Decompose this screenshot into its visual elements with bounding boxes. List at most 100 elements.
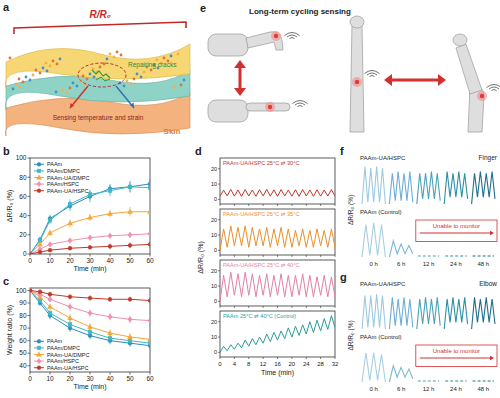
y-tick-label: 70: [19, 324, 27, 331]
x-axis-label: Time (min): [261, 369, 294, 377]
lipid-layer: [5, 44, 190, 88]
data-point: [68, 246, 72, 250]
y-tick: [218, 301, 220, 302]
y-axis-label: ΔR/R₀ (%): [347, 195, 355, 225]
legend-marker: [37, 339, 41, 343]
data-point: [68, 238, 72, 243]
series-line: [30, 184, 150, 254]
particle: [123, 85, 126, 88]
x-tick-label: 10: [46, 257, 54, 264]
particle: [126, 80, 129, 83]
series-line: [220, 189, 335, 196]
x-tick-label: 50: [126, 375, 134, 382]
panel-title: Long-term cycling sensing: [249, 7, 351, 16]
wireless-icon: [285, 33, 300, 36]
waveform: [417, 297, 440, 329]
waveform: [362, 294, 385, 329]
data-point: [128, 297, 132, 301]
wireless-icon: [298, 106, 303, 107]
x-tick-label: 20: [66, 375, 74, 382]
x-tick: [320, 306, 321, 308]
sensor: [274, 34, 278, 38]
data-point: [48, 297, 52, 302]
x-tick: [220, 204, 221, 206]
data-point: [128, 185, 132, 189]
particle: [15, 83, 18, 86]
plot-area: [220, 272, 335, 301]
y-tick-label: 90: [19, 299, 27, 306]
y-tick-label: 20: [211, 217, 217, 223]
wireless-icon: [287, 35, 297, 37]
particle: [59, 58, 62, 61]
wireless-icon: [295, 103, 305, 105]
forearm: [456, 44, 482, 94]
particle: [140, 76, 143, 79]
y-tick: [218, 199, 220, 200]
x-tick: [291, 255, 292, 257]
waveform: [362, 166, 385, 204]
particle: [46, 70, 49, 73]
particle: [22, 81, 25, 84]
y-tick: [218, 337, 220, 338]
panel-letter: f: [340, 145, 344, 157]
arrow: [116, 86, 134, 108]
y-axis-label: ΔR/R₀ (%): [347, 320, 355, 350]
data-point: [38, 250, 42, 254]
y-tick: [218, 184, 220, 185]
x-tick: [291, 357, 292, 359]
y-tick-label: 0: [214, 196, 217, 202]
data-point: [68, 304, 72, 309]
x-tick-label: 6 h: [397, 386, 405, 392]
waveform: [389, 297, 412, 329]
series-line: [220, 316, 335, 353]
sensor: [480, 94, 484, 98]
legend-label: PAAm/HSPC: [47, 358, 79, 364]
particle: [29, 79, 32, 82]
finger: [246, 103, 290, 111]
no-signal: [445, 380, 466, 381]
x-tick-label: 0: [28, 375, 32, 382]
legend-label: PAAm-UA/HSPC: [47, 365, 88, 371]
ratio-label: R/R₀: [89, 9, 110, 20]
arrow: [70, 86, 88, 108]
ratio-bracket: [14, 22, 186, 34]
data-point: [148, 231, 150, 236]
wireless-icon: [370, 76, 375, 77]
x-tick: [335, 306, 336, 308]
particle: [116, 51, 119, 54]
data-point: [88, 245, 92, 249]
x-tick-label: 4: [233, 361, 237, 367]
x-tick-label: 60: [146, 375, 154, 382]
x-tick-label: 6 h: [397, 261, 405, 267]
data-point: [88, 193, 92, 197]
hand: [208, 34, 248, 56]
legend-marker: [37, 359, 41, 364]
panel-letter: e: [200, 2, 206, 14]
series-line: [30, 187, 150, 254]
subplot-frame: [220, 158, 335, 204]
legend-label: PAAm-UA/HSPC: [47, 188, 88, 194]
y-tick: [218, 219, 220, 220]
annotation-arrow: [420, 233, 492, 234]
x-tick: [220, 306, 221, 308]
legend-marker: [37, 175, 42, 179]
x-tick: [277, 255, 278, 257]
arm: [350, 24, 364, 132]
y-tick: [218, 270, 220, 271]
particle: [133, 78, 136, 81]
data-point: [148, 318, 150, 323]
x-tick: [234, 204, 235, 206]
particle: [93, 76, 96, 79]
x-tick: [306, 255, 307, 257]
panel-letter: b: [3, 145, 10, 157]
x-tick-label: 0 h: [370, 261, 378, 267]
legend-marker: [37, 366, 41, 370]
particle: [130, 83, 133, 86]
panel-letter: g: [340, 271, 347, 283]
particle: [99, 66, 102, 69]
y-tick-label: 20: [211, 268, 217, 274]
particle: [72, 82, 75, 85]
legend-label: PAAm/DMPC: [47, 168, 80, 174]
arrow-head: [130, 102, 134, 108]
particle: [66, 92, 69, 95]
